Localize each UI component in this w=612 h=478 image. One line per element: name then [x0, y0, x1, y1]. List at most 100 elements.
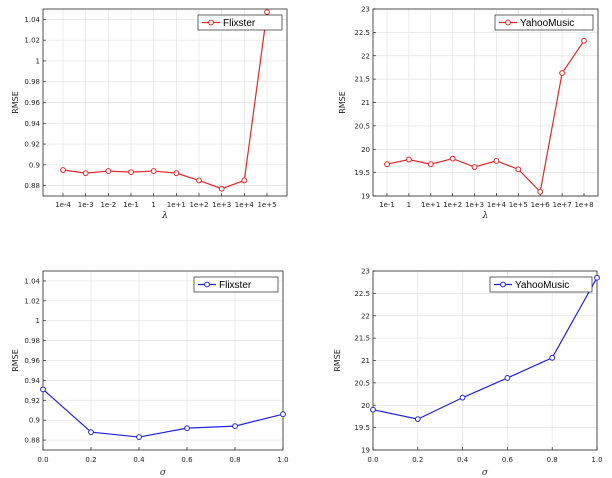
legend-box [193, 276, 279, 293]
x-tick-label: 0.8 [229, 456, 240, 464]
x-tick-label: 0.0 [367, 456, 378, 464]
y-tick-label: 20.5 [354, 379, 370, 387]
series-line [372, 277, 598, 420]
y-tick-label: 0.98 [24, 78, 40, 86]
x-tick-label: 1.0 [277, 456, 288, 464]
x-tick-label: 1e-2 [100, 201, 116, 209]
x-axis-label: σ [160, 468, 167, 478]
data-point [232, 423, 238, 430]
y-tick-label: 23 [361, 268, 370, 276]
legend-marker [505, 19, 511, 26]
legend-marker [204, 281, 210, 288]
x-tick-label: 1e+2 [443, 201, 462, 209]
y-tick-label: 22 [361, 312, 370, 320]
y-tick-label: 0.9 [29, 417, 40, 425]
data-point [88, 429, 94, 436]
data-point [264, 9, 270, 16]
y-tick-label: 0.94 [24, 120, 40, 128]
data-point [594, 274, 600, 281]
y-tick-label: 21.5 [354, 76, 370, 84]
x-tick-label: 0.8 [547, 456, 558, 464]
y-tick-label: 1 [36, 57, 40, 65]
data-point [427, 161, 434, 168]
data-point [218, 185, 225, 192]
y-tick-label: 0.96 [24, 357, 40, 365]
legend-marker [208, 19, 214, 26]
y-tick-label: 0.92 [24, 397, 40, 405]
data-point [82, 170, 89, 177]
legend-marker [500, 281, 506, 288]
series-line [386, 40, 585, 194]
y-tick-label: 21 [361, 357, 370, 365]
data-point [449, 155, 456, 162]
y-tick-label: 1.04 [24, 16, 40, 24]
data-point [128, 169, 134, 176]
x-tick-label: 1e+5 [257, 201, 276, 209]
x-tick-label: 1e+3 [465, 201, 484, 209]
x-tick-label: 1e-4 [55, 201, 71, 209]
y-tick-label: 0.9 [29, 161, 40, 169]
data-point [471, 164, 478, 170]
chart-panel-4: 19 19.5 20 20.5 21 21.5 22 22.5 23 0.0 0.2 0.4 0.6 0.… [333, 268, 603, 478]
x-tick-label: 1e+4 [235, 201, 255, 209]
data-point [559, 70, 566, 76]
legend-label: YahooMusic [515, 280, 569, 291]
y-tick-label: 19 [361, 447, 370, 455]
legend-label: Flixster [219, 280, 252, 291]
x-tick-label: 0.2 [412, 456, 423, 464]
y-tick-label: 19.5 [354, 169, 370, 177]
y-tick-label: 0.96 [24, 99, 40, 107]
x-tick-label: 1e+2 [189, 201, 208, 209]
y-tick-label: 0.88 [24, 437, 40, 445]
chart-panel-1: 0.88 0.9 0.92 0.94 0.96 0.98 1 1.02 1.04 1e-4 1e-3… [11, 8, 288, 221]
y-tick-label: 0.98 [24, 337, 40, 345]
data-point [515, 166, 522, 173]
data-point [241, 177, 248, 184]
x-axis-label: σ [482, 468, 489, 478]
y-tick-label: 0.94 [24, 377, 40, 385]
legend: Flixster [197, 14, 283, 31]
x-tick-label: 1e-3 [78, 201, 94, 209]
y-tick-label: 21.5 [354, 335, 370, 343]
x-tick-label: 0.6 [502, 456, 514, 464]
x-tick-label: 0.6 [181, 456, 193, 464]
y-tick-label: 1.02 [24, 297, 40, 305]
legend-label: YahooMusic [520, 18, 574, 29]
x-tick-label: 1e-1 [379, 201, 395, 209]
data-point [581, 37, 587, 44]
x-tick-label: 1e-1 [123, 201, 139, 209]
data-point [405, 156, 412, 163]
y-axis-label: RMSE [338, 91, 347, 114]
y-axis-label: RMSE [333, 349, 342, 372]
x-axis-label: λ [161, 211, 168, 221]
data-point [414, 416, 421, 423]
y-tick-label: 23 [361, 6, 370, 14]
data-point [40, 386, 46, 393]
data-point [384, 161, 390, 168]
y-axis-label: RMSE [11, 91, 20, 114]
data-point [504, 375, 511, 381]
y-tick-label: 20 [361, 146, 370, 154]
legend-box [489, 276, 593, 293]
x-tick-label: 1e+1 [167, 201, 186, 209]
x-tick-label: 1e+6 [531, 201, 551, 209]
x-tick-label: 1 [407, 201, 411, 209]
y-tick-label: 22.5 [354, 290, 370, 298]
y-tick-label: 19 [361, 193, 370, 201]
data-point [173, 170, 180, 177]
y-tick-label: 21 [361, 99, 370, 107]
legend-label: Flixster [223, 18, 256, 29]
x-tick-label: 1e+4 [487, 201, 507, 209]
series-line [62, 12, 268, 190]
data-point [150, 168, 157, 174]
data-point [537, 188, 544, 195]
x-axis-label: λ [482, 211, 489, 221]
y-tick-label: 1 [36, 317, 40, 325]
x-tick-label: 1 [151, 201, 155, 209]
series-line [42, 388, 284, 438]
y-tick-label: 0.88 [24, 182, 40, 190]
data-point [459, 394, 466, 401]
data-point [280, 411, 286, 418]
y-tick-label: 22.5 [354, 29, 370, 37]
